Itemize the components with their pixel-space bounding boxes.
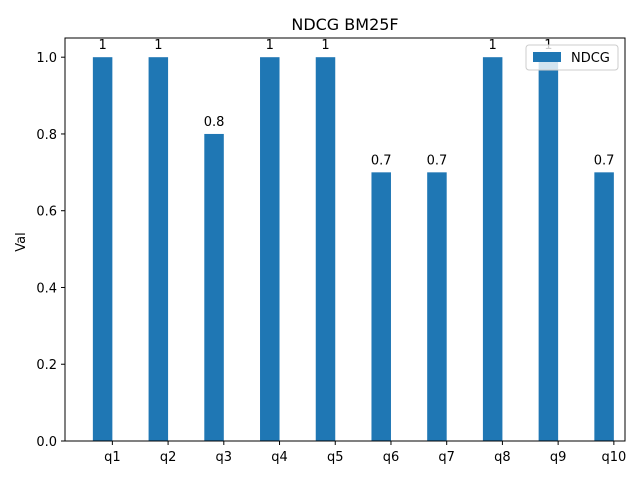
bar-value-label-q6: 0.7 [371, 153, 392, 168]
bar-q10 [594, 172, 614, 442]
y-axis-label: Val [14, 232, 29, 251]
bar-q9 [538, 57, 559, 441]
chart-title: NDCG BM25F [291, 15, 398, 34]
x-tick-label-q3: q3 [216, 450, 233, 465]
plot-frame [64, 37, 626, 442]
x-tick-label-q7: q7 [438, 450, 455, 465]
legend: NDCG [525, 44, 619, 71]
bar-q2 [148, 57, 169, 441]
bar-q4 [260, 57, 280, 441]
x-tick-label-q4: q4 [271, 450, 288, 465]
x-tick-label-q1: q1 [104, 450, 121, 465]
bar-q8 [482, 57, 503, 441]
x-tick-label-q8: q8 [494, 450, 511, 465]
x-tick-label-q9: q9 [550, 450, 567, 465]
x-tick-label-q10: q10 [601, 450, 626, 465]
x-axis: q1 q2 q3 q4 q5 q6 q7 q8 q9 q10 [104, 441, 626, 465]
y-tick-label: 0.0 [36, 435, 57, 450]
bar-value-label-q7: 0.7 [427, 153, 448, 168]
x-tick-label-q6: q6 [383, 450, 400, 465]
y-tick-label: 0.2 [36, 358, 57, 373]
bars-layer [92, 57, 614, 442]
x-tick-label-q2: q2 [160, 450, 177, 465]
bar-value-label-q8: 1 [489, 38, 497, 53]
bar-q6 [371, 172, 391, 442]
y-tick-label: 0.4 [36, 281, 57, 296]
legend-swatch [533, 52, 561, 62]
x-tick-label-q5: q5 [327, 450, 344, 465]
y-tick-label: 1.0 [36, 51, 57, 66]
bar-q5 [315, 57, 336, 441]
y-tick-label: 0.6 [36, 205, 57, 220]
bar-value-label-q10: 0.7 [594, 153, 615, 168]
bar-q1 [92, 57, 113, 441]
bar-value-label-q2: 1 [154, 38, 162, 53]
y-axis: 0.0 0.2 0.4 0.6 0.8 1.0 [36, 51, 65, 450]
bar-q7 [427, 172, 447, 442]
y-tick-label: 0.8 [36, 128, 57, 143]
legend-label: NDCG [571, 51, 610, 66]
bar-value-label-q4: 1 [266, 38, 274, 53]
bar-q3 [204, 133, 224, 441]
bar-value-label-q3: 0.8 [204, 115, 225, 130]
legend-box [525, 44, 619, 71]
bar-value-label-q1: 1 [98, 38, 106, 53]
bar-value-label-q5: 1 [321, 38, 329, 53]
